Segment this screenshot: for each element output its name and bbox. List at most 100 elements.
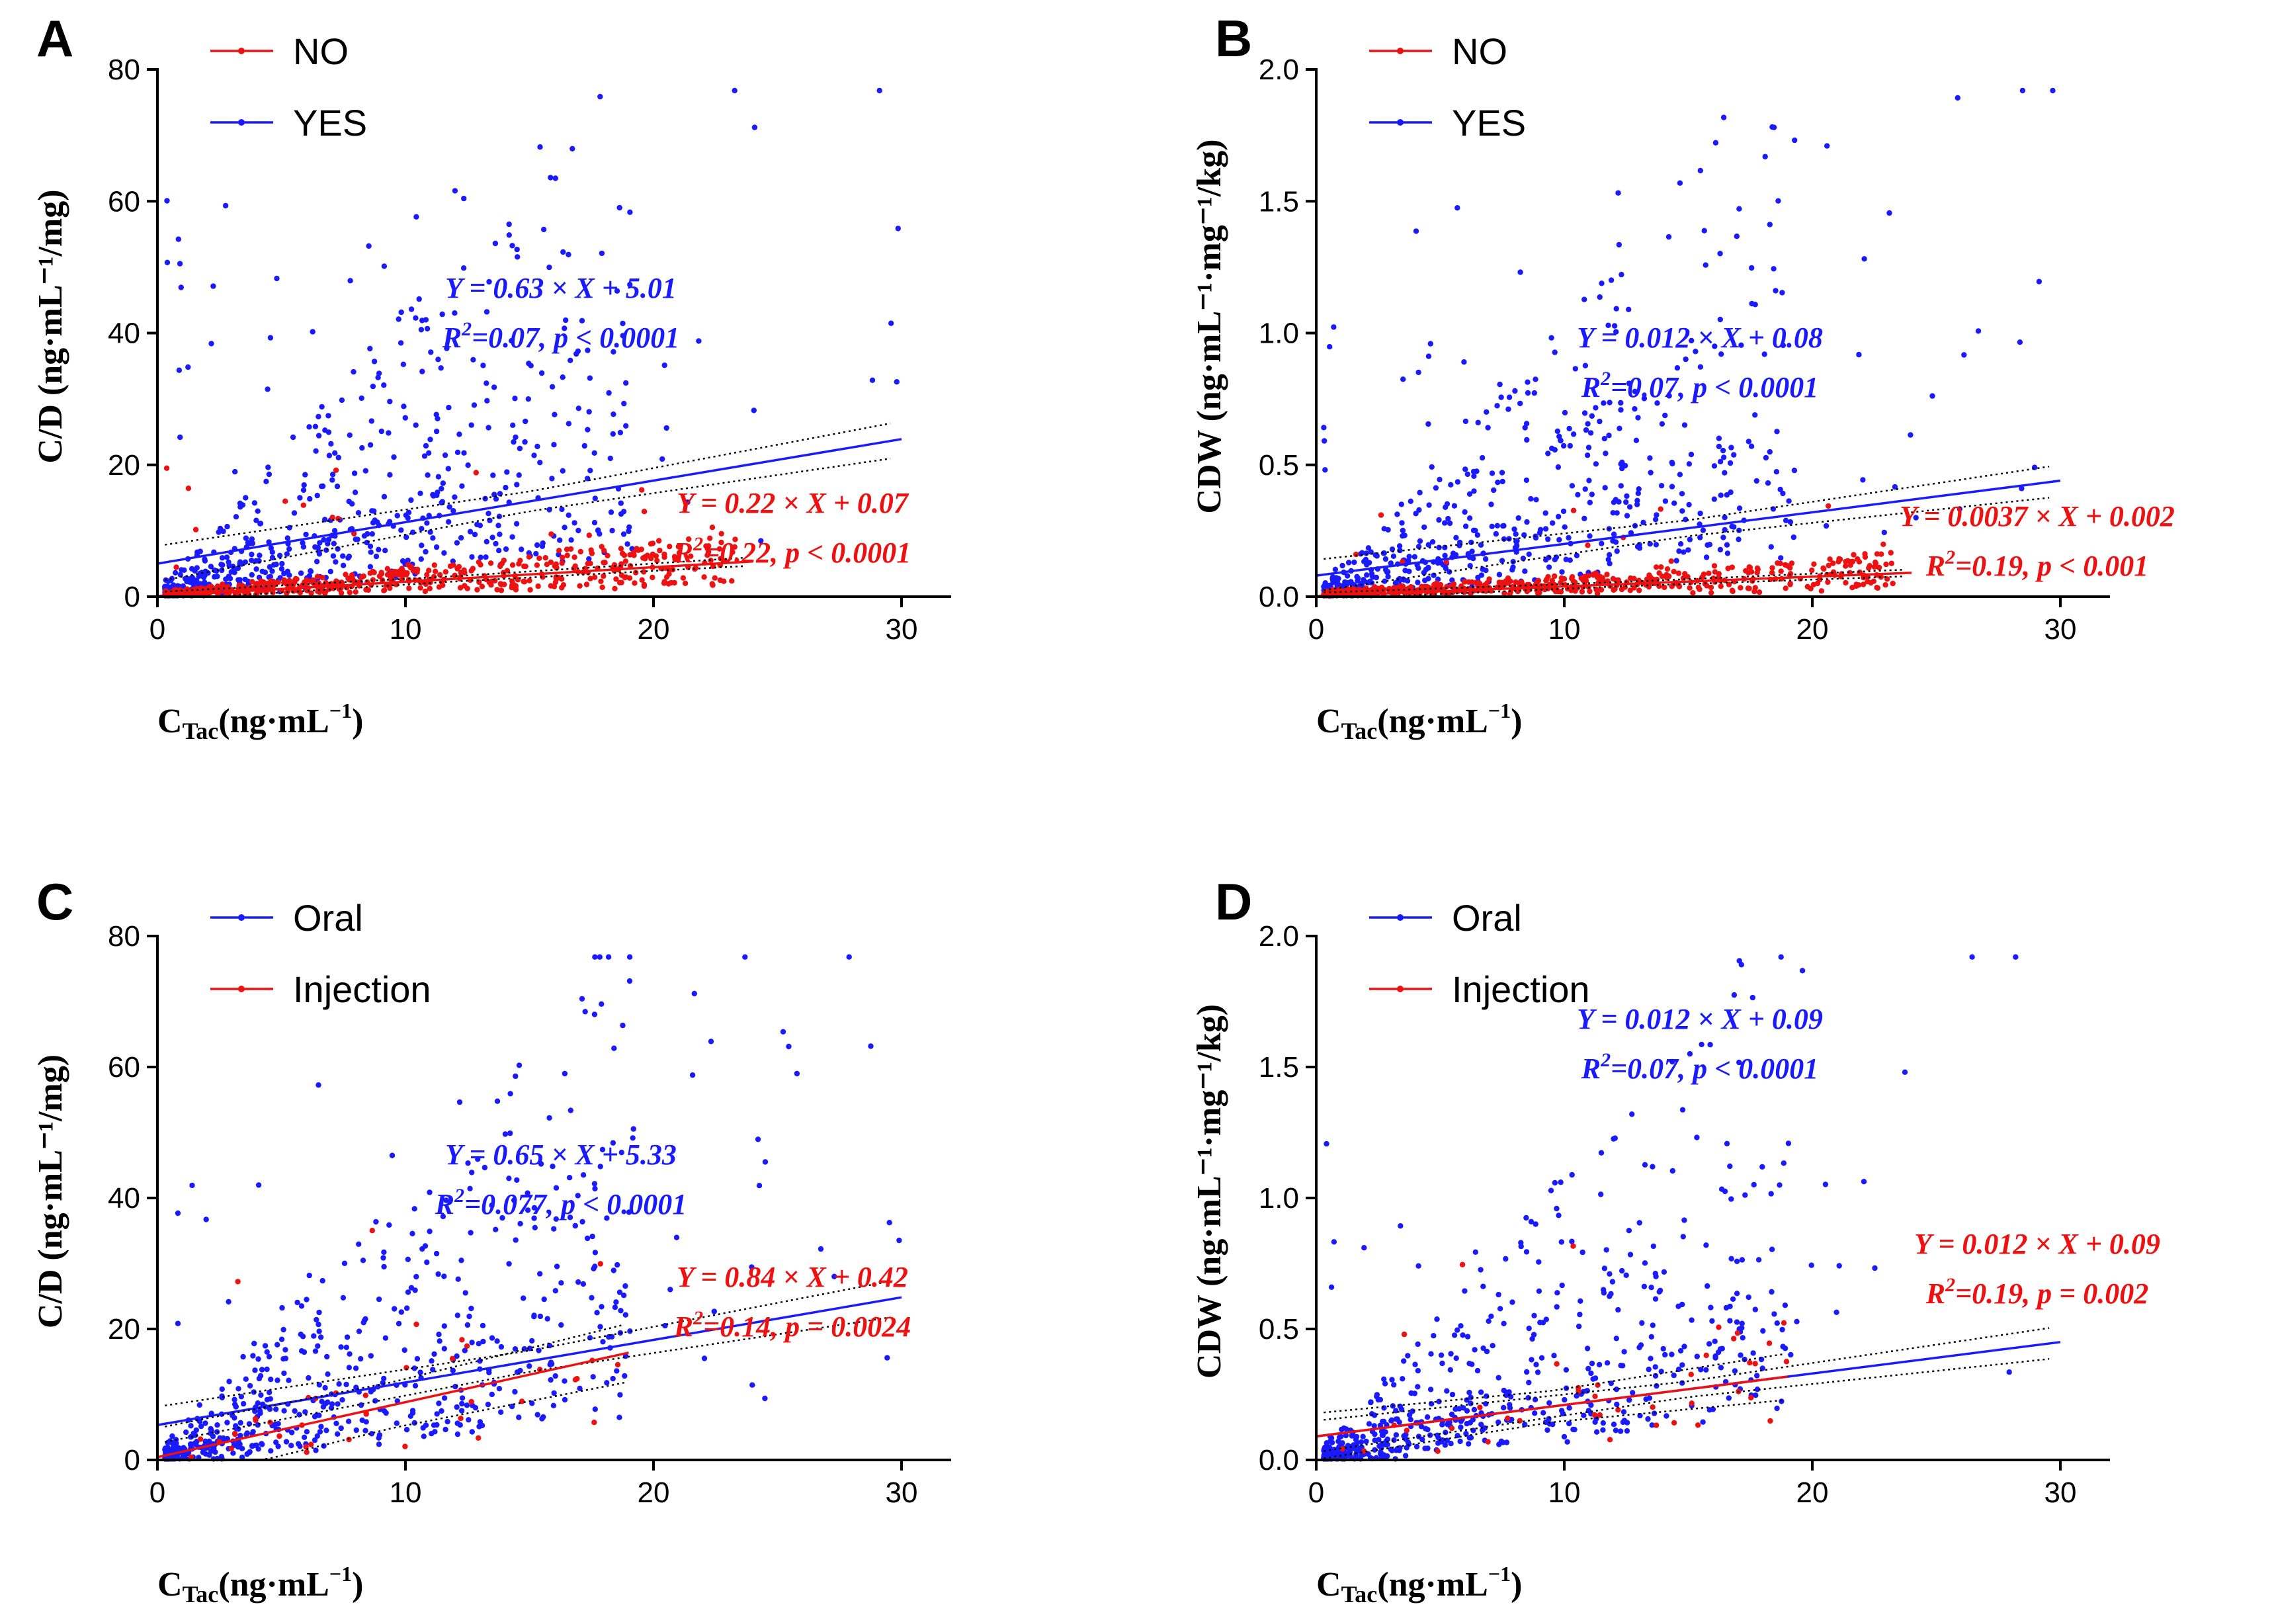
r2-yes: R2=0.07, p < 0.0001 [442, 318, 680, 354]
data-point [424, 520, 430, 526]
data-point [562, 1070, 568, 1077]
data-point [1454, 205, 1460, 211]
data-point [620, 333, 626, 339]
data-point [1576, 1323, 1582, 1330]
data-point [1761, 351, 1767, 357]
data-point [164, 198, 170, 204]
data-point [263, 478, 269, 484]
data-point [1677, 541, 1684, 547]
data-point [591, 1011, 598, 1017]
data-point [444, 1418, 450, 1425]
data-point [1780, 490, 1786, 497]
data-point [1712, 343, 1718, 349]
data-point [621, 552, 628, 558]
data-point [469, 1429, 475, 1435]
data-point [226, 559, 232, 565]
data-point [338, 1344, 344, 1350]
data-point [1613, 539, 1619, 545]
data-point [1529, 1336, 1535, 1342]
data-point [1584, 1346, 1591, 1351]
data-point [1396, 1419, 1402, 1426]
data-point [1647, 455, 1653, 461]
data-point [1419, 1436, 1425, 1443]
data-point [467, 529, 474, 534]
data-point [403, 1427, 410, 1433]
data-point [1816, 577, 1823, 583]
data-point [1717, 316, 1723, 323]
x-axis-label: CTac(ng·mL−1) [157, 1562, 363, 1607]
data-point [1792, 137, 1798, 144]
data-point [336, 1381, 342, 1387]
data-point [1833, 1309, 1839, 1316]
data-point [1509, 567, 1515, 573]
data-point [423, 443, 429, 449]
data-point [1321, 1453, 1327, 1459]
data-point [454, 1431, 461, 1437]
data-point [283, 1439, 290, 1445]
fit-line-oral [157, 1296, 902, 1426]
data-point [339, 1397, 345, 1403]
data-point [1621, 1349, 1627, 1355]
data-point [526, 550, 532, 556]
data-point [301, 1349, 308, 1355]
data-point [435, 415, 441, 421]
data-point [440, 1213, 446, 1220]
data-point [281, 1370, 287, 1377]
data-point [732, 87, 737, 94]
data-point [1715, 1349, 1722, 1355]
data-point [1505, 1415, 1511, 1422]
data-point [1501, 590, 1507, 596]
data-point [316, 1321, 321, 1328]
data-point [1751, 1181, 1757, 1188]
data-point [1727, 460, 1734, 466]
data-point [358, 395, 364, 402]
data-point [1378, 1428, 1385, 1435]
data-point [206, 1438, 212, 1444]
data-point [1718, 351, 1724, 357]
data-point [1496, 572, 1503, 577]
data-point [551, 1390, 557, 1396]
data-point [428, 349, 434, 355]
data-point [368, 1353, 374, 1359]
data-point [1429, 464, 1435, 470]
data-point [1368, 1399, 1374, 1405]
data-point [267, 1396, 273, 1402]
data-point [1593, 461, 1599, 467]
data-point [548, 531, 554, 537]
data-point [1886, 210, 1892, 216]
data-point [1687, 585, 1693, 591]
data-point [1596, 1361, 1603, 1368]
data-point [409, 564, 415, 570]
data-point [537, 144, 543, 150]
data-point [1574, 1393, 1579, 1399]
data-point [1632, 406, 1638, 412]
data-point [1629, 1111, 1635, 1117]
data-point [326, 452, 333, 458]
data-point [1711, 463, 1718, 469]
data-point [1677, 180, 1683, 186]
data-point [1874, 585, 1881, 591]
data-point [304, 1297, 310, 1303]
data-point [548, 1361, 555, 1367]
data-point [1546, 1400, 1552, 1406]
data-point [1749, 265, 1755, 271]
data-point [1716, 574, 1722, 580]
data-point [302, 472, 308, 478]
y-tick-label: 20 [108, 449, 140, 482]
data-point [517, 1367, 523, 1374]
y-tick-label: 0.5 [1259, 1313, 1299, 1346]
data-point [1586, 478, 1592, 484]
data-point [511, 1197, 517, 1203]
data-point [510, 422, 516, 428]
data-point [351, 531, 357, 536]
data-point [1425, 353, 1432, 359]
data-point [494, 587, 500, 593]
data-point [255, 1400, 261, 1406]
data-point [1746, 564, 1752, 570]
data-point [430, 535, 436, 541]
data-point [1552, 573, 1558, 579]
data-point [196, 1418, 203, 1424]
data-point [616, 1414, 622, 1420]
data-point [605, 552, 611, 559]
data-point [1775, 198, 1781, 204]
